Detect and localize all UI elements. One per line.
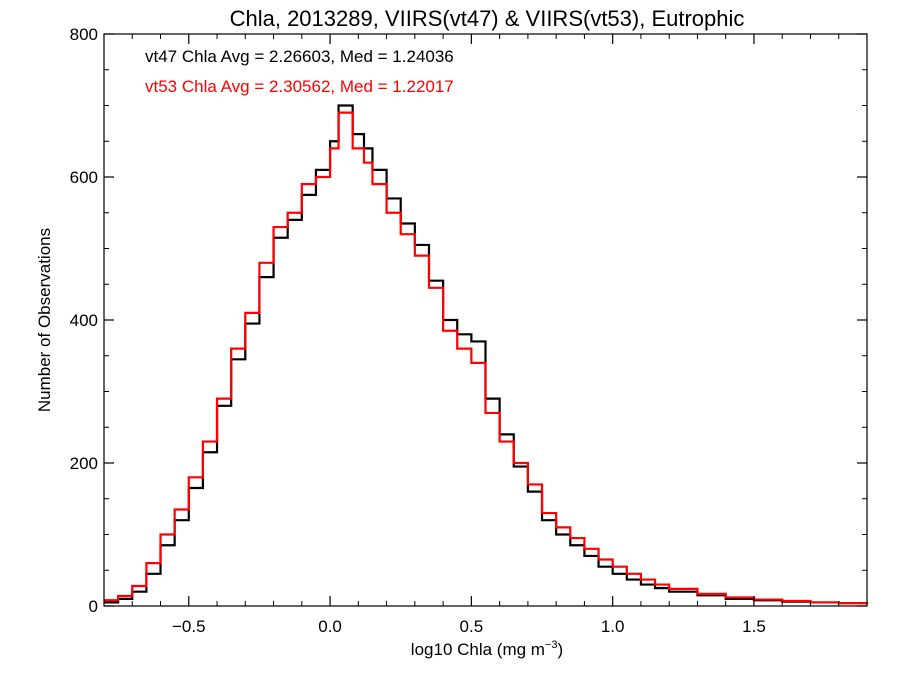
x-axis-label-main: log10 Chla (mg m — [411, 640, 545, 659]
y-tick-label: 200 — [70, 454, 98, 473]
legend-vt47-stats: vt47 Chla Avg = 2.26603, Med = 1.24036 — [145, 47, 454, 66]
y-tick-label: 0 — [89, 597, 98, 616]
x-axis-label-superscript: −3 — [545, 639, 558, 651]
legend: vt47 Chla Avg = 2.26603, Med = 1.24036 v… — [145, 47, 454, 96]
legend-vt53-stats: vt53 Chla Avg = 2.30562, Med = 1.22017 — [145, 77, 454, 96]
chart-title: Chla, 2013289, VIIRS(vt47) & VIIRS(vt53)… — [230, 6, 745, 31]
x-tick-label: 1.5 — [742, 617, 766, 636]
x-tick-label: −0.5 — [172, 617, 206, 636]
x-axis-label: log10 Chla (mg m−3) — [411, 639, 563, 659]
x-tick-label: 1.0 — [601, 617, 625, 636]
y-tick-label: 400 — [70, 311, 98, 330]
plot-frame — [103, 33, 868, 607]
ticks-layer: −0.5 0.0 0.5 1.0 1.5 0 200 400 600 800 — [70, 25, 867, 636]
series-vt47-line — [104, 104, 869, 605]
series-vt53-line — [104, 111, 869, 605]
y-tick-label: 800 — [70, 25, 98, 44]
x-tick-label: 0.0 — [318, 617, 342, 636]
y-axis-label: Number of Observations — [35, 228, 54, 412]
y-tick-label: 600 — [70, 168, 98, 187]
series-layer — [104, 104, 869, 605]
x-tick-label: 0.5 — [460, 617, 484, 636]
x-axis-label-close: ) — [558, 640, 564, 659]
